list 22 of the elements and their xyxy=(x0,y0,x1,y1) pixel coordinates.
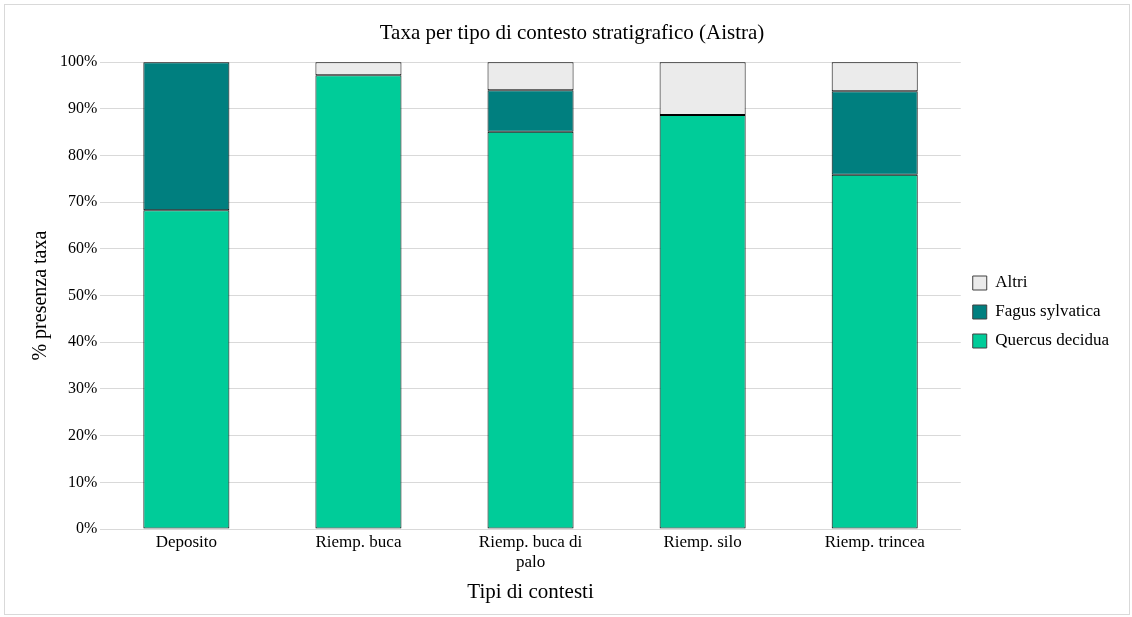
legend-label: Quercus decidua xyxy=(995,330,1110,350)
y-tick-label: 100% xyxy=(60,52,98,70)
y-tick-label: 40% xyxy=(68,332,98,350)
y-tick-label: 80% xyxy=(68,145,98,163)
x-tick-label: Riemp. buca di palo xyxy=(478,531,583,572)
legend-label: Altri xyxy=(995,272,1028,292)
x-tick-label: Riemp. buca xyxy=(315,531,402,551)
chart-title: Taxa per tipo di contesto stratigrafico (Aistra) xyxy=(379,20,765,45)
x-axis-title: Tipi di contesti xyxy=(467,578,594,603)
y-tick-label: 90% xyxy=(68,99,98,117)
y-tick-label: 50% xyxy=(68,285,98,303)
legend-label: Fagus sylvatica xyxy=(995,301,1101,321)
y-tick-label: 10% xyxy=(68,472,98,490)
y-axis-title: % presenza taxa xyxy=(28,230,52,361)
x-tick-label: Riemp. silo xyxy=(663,531,742,551)
x-tick-label: Deposito xyxy=(155,531,218,551)
x-tick-label: Riemp. trincea xyxy=(824,531,926,551)
y-tick-label: 60% xyxy=(68,239,98,257)
y-tick-label: 0% xyxy=(76,519,98,537)
y-tick-label: 20% xyxy=(68,425,98,443)
y-tick-label: 30% xyxy=(68,379,98,397)
y-tick-label: 70% xyxy=(68,192,98,210)
